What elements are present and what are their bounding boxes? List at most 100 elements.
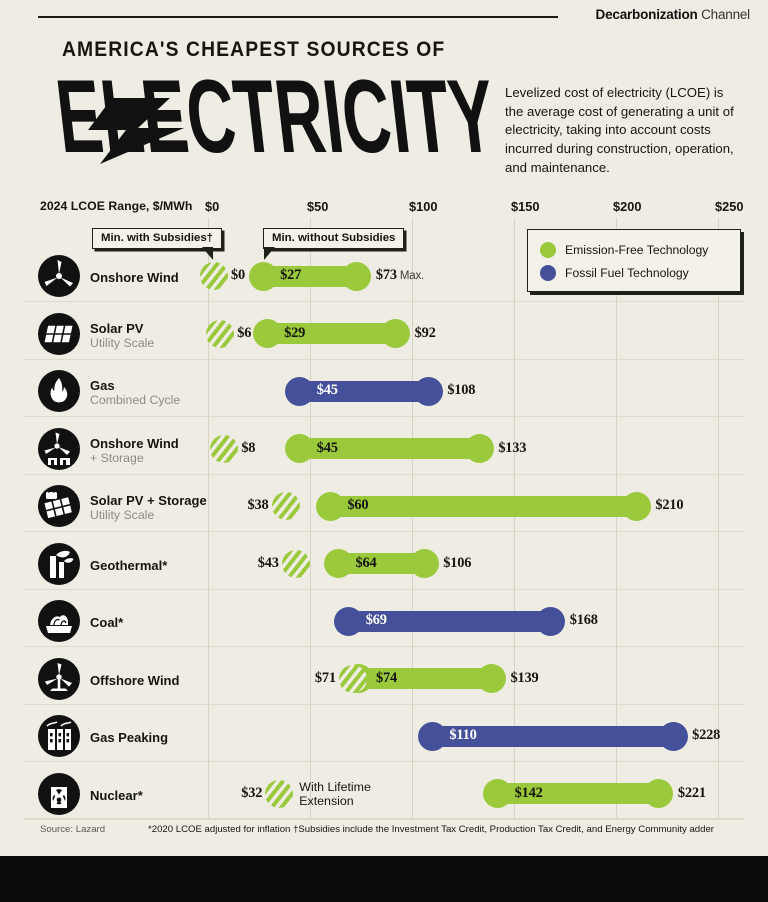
- unsubsidized-min-value: $29: [284, 324, 306, 341]
- row-separator: [24, 646, 744, 647]
- axis-tick-label: $100: [409, 199, 438, 214]
- chart-row: Coal* $69 $168: [0, 600, 768, 658]
- callout-min-without-subsidies: Min. without Subsidies: [263, 228, 405, 260]
- range-cap-min: [252, 319, 282, 348]
- gridline: [310, 218, 311, 818]
- unsubsidized-min-value: $45: [316, 439, 338, 456]
- range-bar: [338, 553, 425, 574]
- subsidized-min-value: $6: [237, 324, 252, 341]
- range-bar: [330, 495, 637, 517]
- range-bar: [267, 323, 396, 344]
- max-value: $221: [677, 784, 706, 801]
- unsubsidized-min-value: $27: [280, 267, 302, 283]
- range-cap-min: [324, 549, 354, 578]
- row-label-secondary: + Storage: [90, 450, 144, 465]
- range-cap-max: [644, 779, 674, 808]
- row-label: Gas Combined Cycle: [90, 378, 180, 408]
- row-separator: [24, 473, 744, 475]
- axis-tick-label: $150: [511, 199, 540, 214]
- row-label: Offshore Wind: [90, 673, 179, 688]
- max-suffix: Max.: [396, 270, 425, 282]
- brand-bold-text: Decarbonization: [595, 7, 698, 22]
- row-separator: [24, 416, 744, 417]
- range-cap-min: [483, 779, 513, 808]
- chart-row: Onshore Wind + Storage $8 $45 $133: [0, 427, 768, 486]
- range-cap-max: [464, 434, 494, 463]
- gridline: [514, 218, 515, 818]
- row-label-secondary: Combined Cycle: [90, 393, 181, 408]
- gridline: [412, 218, 413, 818]
- legend: Emission-Free Technology Fossil Fuel Tec…: [527, 229, 741, 292]
- solar-panel-icon: [38, 312, 80, 355]
- legend-swatch-blue: [540, 265, 556, 281]
- row-label: Solar PV Utility Scale: [90, 321, 154, 351]
- subsidized-min-marker: [206, 319, 235, 348]
- gridline: [718, 218, 719, 818]
- range-cap-min: [315, 491, 345, 521]
- range-cap-max: [477, 664, 507, 693]
- chart-row: Nuclear* $32 With Lifetime Extension $142 $22…: [0, 772, 768, 831]
- row-label: Nuclear*: [90, 788, 143, 803]
- row-label-primary: Onshore Wind: [90, 270, 179, 285]
- unsubsidized-min-value: $64: [355, 554, 377, 571]
- max-value: $106: [443, 554, 472, 571]
- chart-row: Gas Peaking $110 $228: [0, 715, 768, 773]
- subsidized-min-marker: [281, 549, 310, 578]
- subsidized-min-value: $43: [257, 554, 279, 571]
- subsidized-min-value: $8: [241, 439, 256, 456]
- max-value: $210: [655, 497, 684, 513]
- row-separator: [24, 588, 744, 590]
- max-value: $139: [510, 669, 539, 686]
- row-label: Onshore Wind: [90, 270, 179, 285]
- legend-item-emission-free: Emission-Free Technology: [540, 242, 730, 258]
- max-value: $133: [498, 439, 527, 456]
- range-cap-max: [621, 491, 651, 521]
- subsidized-min-marker: [338, 664, 367, 693]
- subsidized-min-value: $0: [231, 267, 245, 283]
- range-bar: [299, 380, 429, 402]
- row-separator: [24, 703, 744, 705]
- row-separator: [24, 818, 744, 820]
- solar-storage-icon: [38, 485, 80, 527]
- legend-label-emission-free: Emission-Free Technology: [565, 243, 709, 257]
- subsidized-min-marker: [210, 434, 239, 463]
- row-label: Onshore Wind + Storage: [90, 436, 179, 466]
- max-value: $92: [414, 324, 436, 341]
- subsidized-min-value: $71: [314, 669, 336, 686]
- row-separator: [24, 531, 744, 532]
- chart-row: Solar PV Utility Scale $6 $29 $92: [0, 312, 768, 371]
- geothermal-icon: [38, 542, 80, 585]
- row-label-primary: Gas Peaking: [90, 730, 169, 745]
- range-cap-min: [334, 606, 364, 636]
- row-label: Gas Peaking: [90, 730, 168, 745]
- axis-tick-label: $250: [715, 199, 744, 214]
- range-cap-max: [342, 261, 372, 291]
- nuclear-icon: [38, 772, 80, 815]
- row-label-primary: Onshore Wind: [90, 435, 179, 451]
- row-label-primary: Solar PV + Storage: [90, 493, 207, 508]
- header-rule: [38, 16, 558, 18]
- unsubsidized-min-value: $142: [514, 784, 543, 801]
- subsidized-min-value: $32: [241, 784, 263, 801]
- lifetime-extension-note: With Lifetime Extension: [299, 779, 371, 809]
- range-bar: [432, 725, 674, 747]
- max-value: $228: [692, 727, 721, 743]
- unsubsidized-min-value: $74: [375, 669, 397, 686]
- range-cap-min: [285, 376, 315, 406]
- row-label-primary: Gas: [90, 378, 115, 393]
- axis-tick-label: $0: [205, 199, 220, 214]
- page-title: ELECTRICITY: [52, 70, 522, 164]
- unsubsidized-min-value: $60: [347, 497, 369, 513]
- coal-icon: [38, 600, 80, 642]
- chart-row: Offshore Wind $71 $74 $139: [0, 657, 768, 716]
- subsidized-min-value: $38: [247, 497, 269, 513]
- range-bar: [348, 610, 551, 632]
- unsubsidized-min-value: $45: [316, 382, 338, 398]
- page-kicker: AMERICA'S CHEAPEST SOURCES OF: [62, 38, 446, 61]
- legend-item-fossil: Fossil Fuel Technology: [540, 265, 730, 281]
- callout-subsidized-label: Min. with Subsidies†: [101, 232, 214, 244]
- callout-min-with-subsidies: Min. with Subsidies†: [92, 228, 223, 260]
- legend-swatch-green: [540, 242, 556, 258]
- gridline: [616, 218, 617, 818]
- row-separator: [24, 761, 744, 762]
